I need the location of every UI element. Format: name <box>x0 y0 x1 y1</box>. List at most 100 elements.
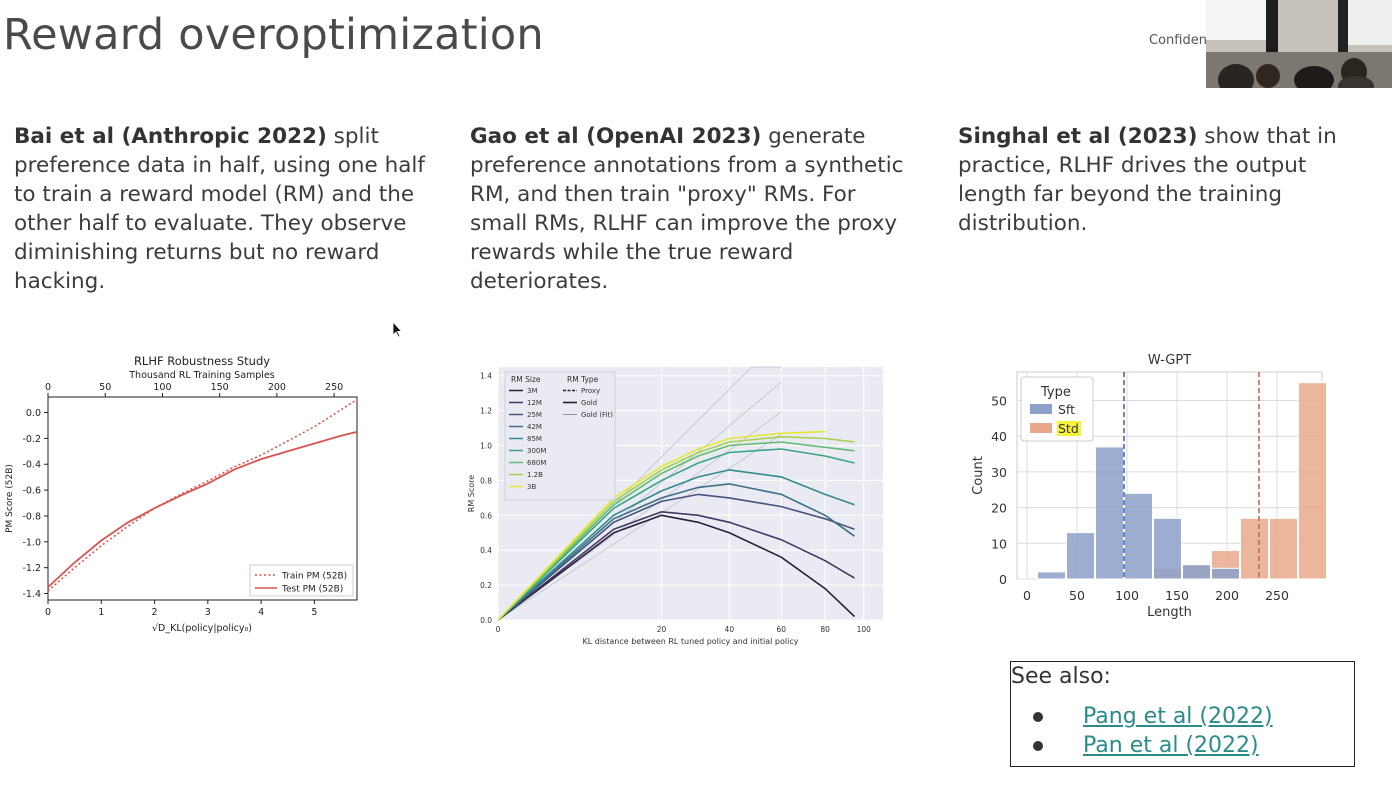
bar-sft <box>1124 492 1153 580</box>
see-also-list: Pang et al (2022) Pan et al (2022) <box>1033 702 1273 760</box>
x-tick-label: 250 <box>1265 588 1289 603</box>
bar-std <box>1240 517 1269 580</box>
series-line-12m <box>497 510 855 621</box>
list-item: Pan et al (2022) <box>1033 731 1273 760</box>
x-tick-label: 20 <box>657 625 667 634</box>
bullet-icon <box>1033 712 1043 722</box>
legend-swatch <box>1030 404 1052 414</box>
top-axis-label: Thousand RL Training Samples <box>128 370 275 381</box>
series-line-680m <box>497 441 855 621</box>
column-singhal-citation: Singhal et al (2023) <box>958 124 1198 149</box>
gold-fit-curve <box>497 411 782 621</box>
y-axis-label: PM Score (52B) <box>5 464 15 533</box>
x-tick-label: 80 <box>820 625 830 634</box>
top-tick-label: 0 <box>45 382 51 393</box>
legend-label: 25M <box>527 411 542 419</box>
y-tick-label: 0.0 <box>26 408 41 419</box>
series-line-3m <box>497 514 856 621</box>
bar-sft <box>1211 567 1240 580</box>
x-tick-label: 0 <box>496 625 501 634</box>
legend-label: 3M <box>527 387 538 395</box>
column-singhal: Singhal et al (2023) show that in practi… <box>958 122 1358 238</box>
y-tick-label: -1.0 <box>22 537 41 548</box>
series-line-42m <box>497 483 855 621</box>
y-tick-label: -0.2 <box>22 434 41 445</box>
y-tick-label: -1.2 <box>22 563 41 574</box>
x-tick-label: 0 <box>1023 588 1031 603</box>
chart-title: RLHF Robustness Study <box>134 354 270 368</box>
video-thumbnail[interactable] <box>1206 0 1392 88</box>
see-also-box: See also: Pang et al (2022) Pan et al (2… <box>1010 661 1355 767</box>
y-tick-label: 30 <box>991 465 1007 480</box>
list-item: Pang et al (2022) <box>1033 702 1273 731</box>
series-line-1.2b <box>497 435 855 621</box>
series-line-25m <box>497 493 855 621</box>
x-tick-label: 40 <box>725 625 735 634</box>
legend-label: 42M <box>527 423 542 431</box>
y-tick-label: 50 <box>991 394 1007 409</box>
legend-label: 1.2B <box>527 471 543 479</box>
chart-title: W-GPT <box>1148 353 1191 368</box>
top-tick-label: 250 <box>325 382 343 393</box>
bar-sft <box>1153 517 1182 580</box>
y-tick-label: 0.6 <box>480 511 492 520</box>
x-tick-label: 1 <box>98 607 104 618</box>
bar-sft <box>1037 571 1066 580</box>
link-pan-2022[interactable]: Pan et al (2022) <box>1083 733 1259 758</box>
y-tick-label: -0.4 <box>22 460 41 471</box>
y-tick-label: 0 <box>999 572 1007 587</box>
legend-label: Train PM (52B) <box>281 572 347 582</box>
x-tick-label: 200 <box>1215 588 1239 603</box>
legend-label: 85M <box>527 435 542 443</box>
legend-label: Proxy <box>581 387 600 395</box>
link-pang-2022[interactable]: Pang et al (2022) <box>1083 704 1273 729</box>
legend-title-type: RM Type <box>567 375 599 384</box>
column-gao-text: generate preference annotations from a s… <box>470 124 904 294</box>
y-axis-label: Count <box>971 456 986 495</box>
column-bai-citation: Bai et al (Anthropic 2022) <box>14 124 327 149</box>
legend-title-size: RM Size <box>511 375 541 384</box>
top-tick-label: 100 <box>153 382 171 393</box>
column-bai: Bai et al (Anthropic 2022) split prefere… <box>14 122 434 296</box>
bar-std <box>1269 517 1298 580</box>
legend-highlight <box>1057 421 1081 436</box>
legend-label: Gold <box>581 399 597 407</box>
y-tick-label: 0.2 <box>480 581 492 590</box>
mouse-cursor-icon <box>392 321 403 338</box>
top-tick-label: 200 <box>268 382 286 393</box>
x-tick-label: 2 <box>152 607 158 618</box>
x-tick-label: 60 <box>777 625 787 634</box>
legend-label: Std <box>1058 421 1079 436</box>
x-tick-label: 100 <box>857 625 872 634</box>
bar-sft <box>1095 446 1124 580</box>
bar-sft <box>1066 532 1095 580</box>
legend-label: 12M <box>527 399 542 407</box>
y-tick-label: -0.8 <box>22 511 41 522</box>
x-tick-label: 50 <box>1069 588 1085 603</box>
x-axis-label: √D_KL(policy|policy₀) <box>152 623 252 634</box>
y-tick-label: 1.0 <box>480 442 492 451</box>
y-tick-label: 10 <box>991 536 1007 551</box>
series-line-test <box>47 431 358 588</box>
x-tick-label: 3 <box>205 607 211 618</box>
rlhf-robustness-chart: RLHF Robustness Study Thousand RL Trainin… <box>5 354 358 634</box>
legend-label: Gold (Fit) <box>581 411 613 419</box>
see-also-heading: See also: <box>1011 664 1111 689</box>
legend-label: 300M <box>527 447 546 455</box>
top-tick-label: 150 <box>211 382 229 393</box>
legend-box <box>249 564 354 597</box>
video-feed-image <box>1206 0 1392 88</box>
y-tick-label: 0.0 <box>480 616 492 625</box>
bar-std <box>1298 382 1327 580</box>
confidential-label: Confiden <box>1149 33 1207 48</box>
x-axis-label: Length <box>1147 605 1192 620</box>
y-tick-label: -1.4 <box>22 589 41 600</box>
column-gao: Gao et al (OpenAI 2023) generate prefere… <box>470 122 910 296</box>
legend-swatch <box>1030 423 1052 433</box>
legend-label: 680M <box>527 459 546 467</box>
series-line-300m <box>497 448 855 621</box>
column-singhal-text: show that in practice, RLHF drives the o… <box>958 124 1337 236</box>
column-bai-text: split preference data in half, using one… <box>14 124 425 294</box>
y-tick-label: 1.2 <box>480 407 492 416</box>
y-tick-label: -0.6 <box>22 486 41 497</box>
